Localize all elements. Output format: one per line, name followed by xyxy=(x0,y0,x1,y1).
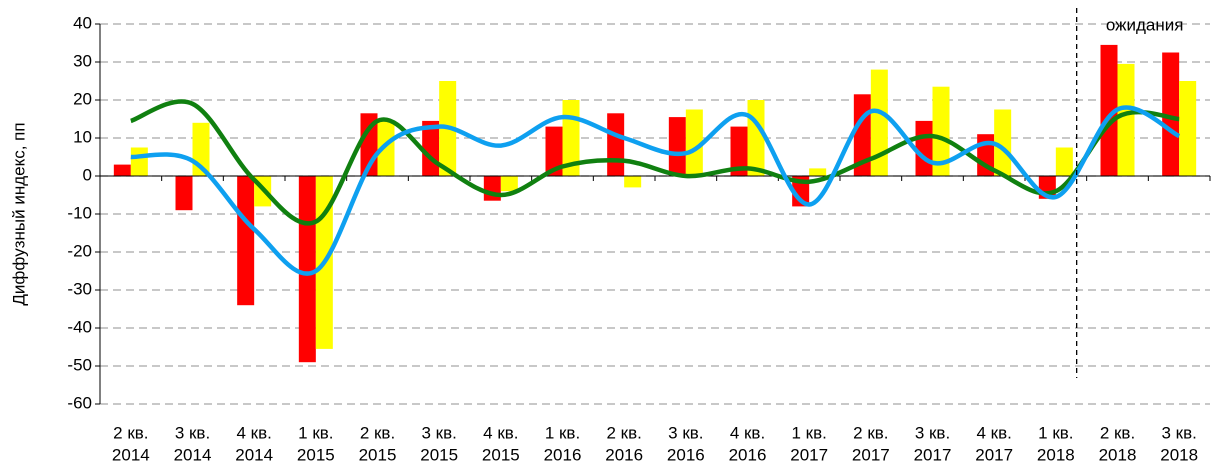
line xyxy=(130,99,1180,226)
x-tick-label: 4 кв. xyxy=(483,423,518,442)
bar xyxy=(607,113,625,176)
x-tick-label: 3 кв. xyxy=(1161,423,1196,442)
x-tick-label: 2014 xyxy=(112,445,150,464)
x-tick-label: 2016 xyxy=(667,445,705,464)
bar xyxy=(870,69,888,176)
bar xyxy=(809,168,827,176)
x-tick-label: 2015 xyxy=(482,445,520,464)
bar xyxy=(915,120,933,176)
y-tick-label: -60 xyxy=(67,393,92,412)
x-tick-label: 2016 xyxy=(729,445,767,464)
y-tick-label: -30 xyxy=(67,279,92,298)
bar xyxy=(237,176,255,306)
x-tick-label: 2017 xyxy=(914,445,952,464)
bar xyxy=(113,164,131,176)
x-tick-label: 2 кв. xyxy=(1100,423,1135,442)
x-tick-label: 1 кв. xyxy=(791,423,826,442)
y-tick-label: -10 xyxy=(67,203,92,222)
x-tick-label: 3 кв. xyxy=(421,423,456,442)
x-tick-label: 2 кв. xyxy=(113,423,148,442)
x-tick-label: 2015 xyxy=(420,445,458,464)
x-tick-label: 2015 xyxy=(359,445,397,464)
bar xyxy=(730,126,748,176)
x-tick-label: 2 кв. xyxy=(853,423,888,442)
y-tick-label: 30 xyxy=(73,51,92,70)
bar xyxy=(1055,147,1073,176)
x-tick-label: 2016 xyxy=(605,445,643,464)
bar xyxy=(747,100,765,176)
x-tick-label: 2015 xyxy=(297,445,335,464)
x-tick-label: 2 кв. xyxy=(606,423,641,442)
x-tick-label: 2017 xyxy=(790,445,828,464)
bar xyxy=(994,109,1012,176)
x-tick-label: 3 кв. xyxy=(915,423,950,442)
bar xyxy=(685,109,703,176)
bar xyxy=(500,176,518,192)
bar xyxy=(1179,81,1197,176)
y-axis-label: Диффузный индекс, пп xyxy=(9,122,28,305)
x-tick-label: 1 кв. xyxy=(545,423,580,442)
x-tick-label: 1 кв. xyxy=(1038,423,1073,442)
y-tick-label: 20 xyxy=(73,89,92,108)
x-tick-label: 2 кв. xyxy=(360,423,395,442)
y-tick-label: 10 xyxy=(73,127,92,146)
y-tick-label: -40 xyxy=(67,317,92,336)
x-tick-label: 3 кв. xyxy=(175,423,210,442)
y-tick-label: -20 xyxy=(67,241,92,260)
x-tick-label: 2017 xyxy=(975,445,1013,464)
bar xyxy=(624,176,642,188)
annotation: ожидания xyxy=(1106,15,1184,34)
bar xyxy=(1100,44,1118,177)
bar xyxy=(377,120,395,176)
bar xyxy=(1162,52,1180,176)
x-tick-label: 2017 xyxy=(852,445,890,464)
bar xyxy=(668,117,686,176)
bar xyxy=(175,176,193,211)
y-tick-label: -50 xyxy=(67,355,92,374)
y-tick-label: 40 xyxy=(73,13,92,32)
x-tick-label: 2018 xyxy=(1037,445,1075,464)
line xyxy=(130,105,1181,276)
x-tick-label: 2016 xyxy=(544,445,582,464)
bar xyxy=(545,126,563,176)
x-tick-label: 2014 xyxy=(174,445,212,464)
x-tick-label: 2018 xyxy=(1099,445,1137,464)
x-tick-label: 4 кв. xyxy=(730,423,765,442)
bar xyxy=(298,176,316,363)
x-tick-label: 2018 xyxy=(1160,445,1198,464)
x-tick-label: 4 кв. xyxy=(976,423,1011,442)
x-tick-label: 2014 xyxy=(235,445,273,464)
x-tick-label: 4 кв. xyxy=(236,423,271,442)
x-tick-label: 1 кв. xyxy=(298,423,333,442)
bar xyxy=(130,147,148,176)
y-tick-label: 0 xyxy=(83,165,92,184)
bar xyxy=(932,86,950,176)
x-tick-label: 3 кв. xyxy=(668,423,703,442)
bar xyxy=(1117,63,1135,176)
